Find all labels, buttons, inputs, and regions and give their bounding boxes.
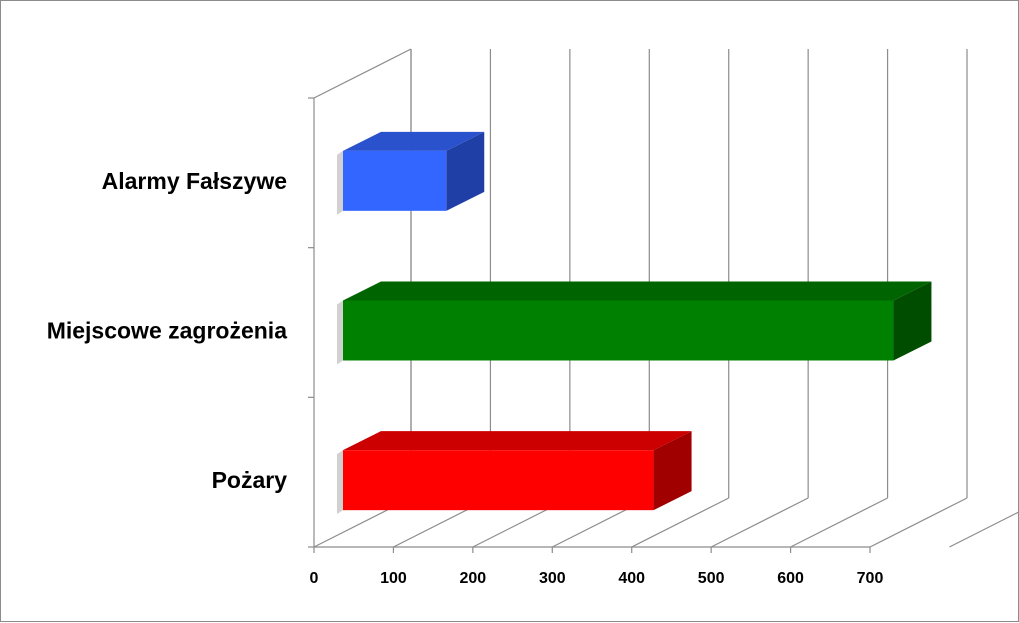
bar-1 [337, 131, 485, 215]
bar-side-face [446, 131, 485, 211]
bar-front-face [343, 300, 894, 361]
x-tick-label: 400 [618, 570, 645, 587]
bar-shadow [337, 300, 343, 365]
bar-3 [337, 431, 692, 515]
x-tick-label: 0 [310, 570, 319, 587]
bar-top-face [343, 281, 932, 301]
x-tick-label: 700 [857, 570, 884, 587]
bar-shadow [337, 150, 343, 215]
bar-top-face [343, 131, 485, 151]
floor-gridline [949, 511, 1019, 548]
floor-gridline [869, 497, 968, 548]
bar-front-face [343, 450, 654, 511]
category-labels: Alarmy Fałszywe Miejscowe zagrożenia Pożar… [47, 168, 288, 493]
gridlines [313, 49, 1019, 548]
x-tick-label: 600 [777, 570, 804, 587]
axes [308, 97, 871, 553]
x-tick-label: 200 [460, 570, 487, 587]
bars [337, 131, 932, 515]
x-axis-tick-labels: 0 100 200 300 400 500 600 700 [310, 570, 884, 587]
bar-2 [337, 281, 932, 365]
category-label: Pożary [212, 467, 288, 493]
x-tick-label: 100 [380, 570, 407, 587]
floor-gridline [631, 497, 729, 548]
floor-gridline [790, 497, 888, 548]
floor-gridline [710, 497, 809, 548]
x-tick-label: 300 [539, 570, 566, 587]
category-label: Alarmy Fałszywe [102, 168, 287, 194]
bar-front-face [343, 150, 447, 211]
bar-shadow [337, 450, 343, 515]
bar-top-face [343, 431, 692, 451]
bar-side-face [653, 431, 692, 511]
category-label: Miejscowe zagrożenia [47, 318, 288, 344]
x-tick-label: 500 [698, 570, 725, 587]
bar-side-face [893, 281, 932, 361]
